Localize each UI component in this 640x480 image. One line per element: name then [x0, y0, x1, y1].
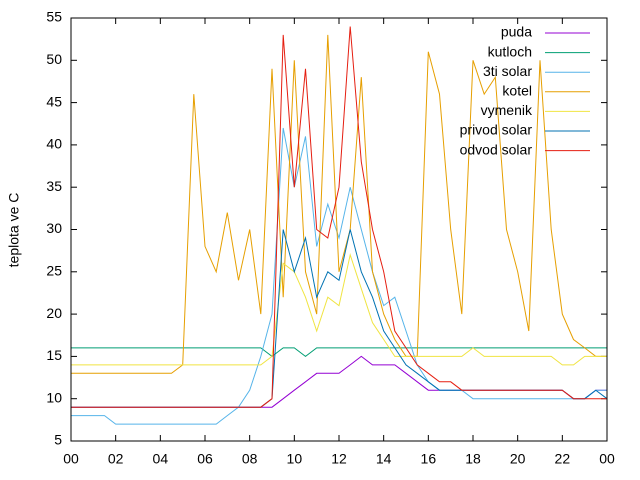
y-tick-label: 25 [46, 263, 62, 279]
series-line [71, 253, 607, 366]
legend-label: privod solar [460, 122, 533, 138]
x-tick-label: 04 [153, 451, 169, 467]
legend-label: kotel [502, 83, 532, 99]
x-tick-label: 00 [63, 451, 79, 467]
y-tick-label: 10 [46, 389, 62, 405]
x-tick-label: 02 [108, 451, 124, 467]
y-tick-label: 5 [54, 432, 62, 448]
series-line [71, 34, 607, 374]
series-line [71, 26, 607, 408]
x-tick-label: 06 [197, 451, 213, 467]
x-tick-label: 12 [331, 451, 347, 467]
x-tick-label: 00 [599, 451, 615, 467]
y-tick-label: 45 [46, 93, 62, 109]
legend-label: kutloch [488, 43, 532, 59]
y-axis-label: teplota ve C [6, 193, 22, 268]
x-tick-label: 10 [287, 451, 303, 467]
plot-border [70, 17, 608, 442]
x-tick-label: 20 [510, 451, 526, 467]
y-tick-label: 35 [46, 178, 62, 194]
x-tick-label: 14 [376, 451, 392, 467]
legend-label: odvod solar [460, 141, 533, 157]
series-line [71, 355, 607, 408]
x-tick-label: 16 [421, 451, 437, 467]
legend-label: 3ti solar [483, 63, 532, 79]
y-tick-label: 30 [46, 220, 62, 236]
series-line [71, 347, 607, 358]
series-line [71, 127, 607, 425]
x-tick-label: 18 [465, 451, 481, 467]
legend-label: puda [501, 24, 532, 40]
legend-label: vymenik [481, 102, 533, 118]
y-tick-label: 20 [46, 305, 62, 321]
y-tick-label: 50 [46, 51, 62, 67]
x-tick-label: 22 [555, 451, 571, 467]
y-tick-label: 55 [46, 9, 62, 25]
y-tick-label: 40 [46, 136, 62, 152]
x-tick-label: 08 [242, 451, 258, 467]
y-tick-label: 15 [46, 347, 62, 363]
